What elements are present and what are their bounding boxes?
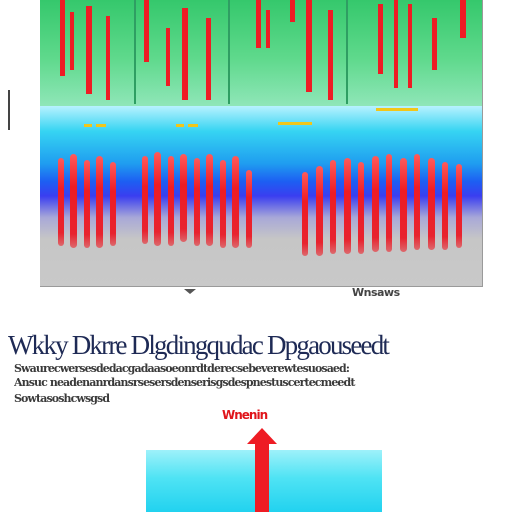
red-stripe [330, 160, 336, 254]
up-arrow-icon [255, 440, 269, 512]
yellow-marker [176, 124, 184, 127]
red-stripe [60, 0, 65, 76]
red-stripe [408, 4, 412, 88]
body-text-line: Ansuc neadenanrdansrsesersdenserisgsdesp… [14, 376, 355, 389]
red-stripe [168, 156, 174, 246]
red-stripe [378, 4, 383, 74]
diagram-label: Wnenin [222, 408, 268, 422]
figure-caption: Wnsaws [352, 286, 400, 299]
red-stripe [144, 0, 149, 62]
red-stripe [256, 0, 261, 48]
body-text-line: Swaurecwersesdedacgadaasoeonrdtderecsebe… [14, 362, 350, 375]
red-stripe [394, 0, 398, 88]
red-stripe [206, 154, 213, 246]
down-arrow-icon [184, 289, 196, 294]
yellow-marker [376, 108, 418, 111]
red-stripe [110, 162, 116, 246]
red-stripe [328, 10, 333, 100]
red-stripe [194, 158, 200, 246]
red-stripe [86, 6, 92, 94]
red-stripe [290, 0, 295, 22]
red-stripe [58, 158, 64, 246]
red-stripe [70, 12, 74, 70]
red-stripe [166, 28, 170, 86]
band-divider [134, 0, 136, 104]
red-stripe [84, 160, 90, 248]
red-stripe [414, 154, 420, 250]
red-stripe [432, 18, 437, 70]
red-stripe [246, 170, 252, 248]
red-stripe [460, 0, 466, 38]
figure-panel [40, 0, 483, 287]
band-divider [346, 0, 348, 104]
red-stripe [442, 162, 448, 250]
up-arrow-head-icon [247, 428, 277, 444]
red-stripe [344, 158, 351, 254]
red-stripe [306, 0, 312, 92]
red-stripe [372, 156, 379, 252]
red-stripe [358, 162, 364, 254]
yellow-marker [84, 124, 92, 127]
side-tick [8, 90, 10, 130]
red-stripe [316, 166, 323, 256]
yellow-marker [278, 122, 312, 125]
red-stripe [266, 10, 270, 48]
red-stripe [154, 152, 161, 246]
red-stripe [180, 154, 187, 242]
red-stripe [456, 164, 462, 248]
red-stripe [106, 16, 110, 100]
red-stripe [206, 18, 211, 100]
yellow-marker [96, 124, 106, 127]
body-text-line: Sowtasoshcwsgsd [14, 392, 110, 405]
red-stripe [302, 172, 308, 256]
red-stripe [232, 156, 239, 248]
red-stripe [428, 158, 435, 250]
red-stripe [142, 156, 148, 244]
red-stripe [400, 158, 407, 252]
red-stripe [182, 8, 188, 100]
red-stripe [220, 160, 226, 248]
yellow-marker [188, 124, 198, 127]
red-stripe [70, 154, 77, 248]
headline: Wkky Dkrre Dlgdingqudac Dpgaouseedt [8, 330, 390, 360]
red-stripe [96, 156, 103, 248]
red-stripe [386, 154, 392, 252]
band-divider [228, 0, 230, 104]
